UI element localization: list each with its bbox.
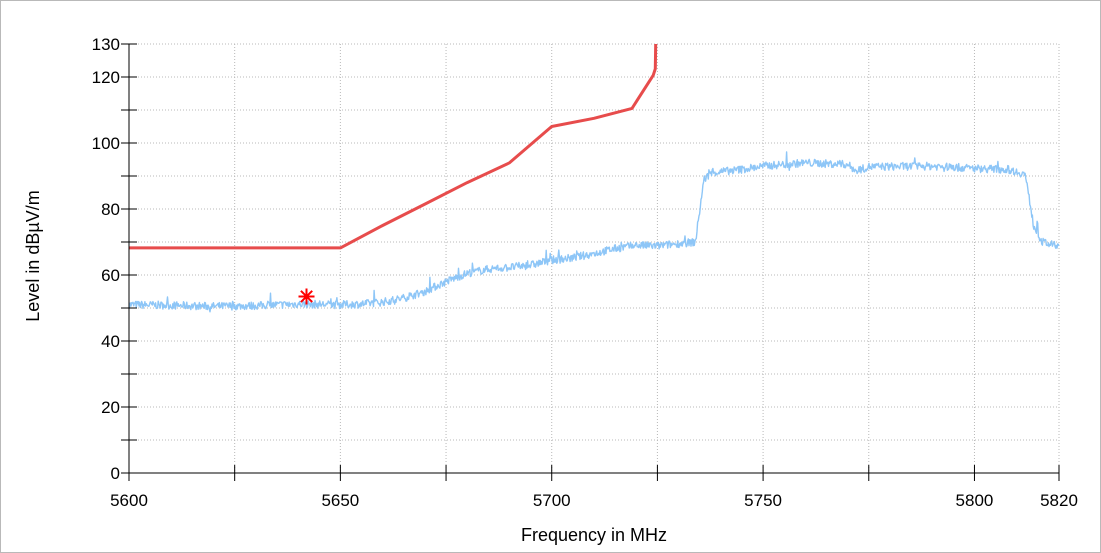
y-tick-label: 60 xyxy=(101,266,120,285)
tick-labels: 5600 5650 5700 5750 5800 5820 0 20 40 60 80 100 120 1… xyxy=(92,35,1078,510)
x-axis-label: Frequency in MHz xyxy=(521,525,667,545)
y-tick-label: 130 xyxy=(92,35,120,54)
grid xyxy=(129,43,1060,473)
peak-marker xyxy=(298,288,315,305)
marker-layer xyxy=(298,288,315,305)
x-tick-label: 5750 xyxy=(744,491,782,510)
series-measurement-trace xyxy=(128,151,1060,313)
y-tick-label: 40 xyxy=(101,332,120,351)
x-tick-label: 5820 xyxy=(1040,491,1078,510)
x-tick-label: 5700 xyxy=(533,491,571,510)
series-layer xyxy=(128,43,1060,313)
y-tick-label: 80 xyxy=(101,200,120,219)
series-limit-line xyxy=(129,43,658,250)
x-tick-label: 5800 xyxy=(956,491,994,510)
y-tick-label: 120 xyxy=(92,68,120,87)
x-tick-label: 5600 xyxy=(110,491,148,510)
peak-marker-stroke xyxy=(300,290,313,303)
axes xyxy=(121,43,1060,481)
y-tick-label: 100 xyxy=(92,134,120,153)
y-axis-label: Level in dBµV/m xyxy=(23,190,43,321)
x-tick-label: 5650 xyxy=(321,491,359,510)
y-tick-label: 0 xyxy=(111,464,120,483)
y-tick-label: 20 xyxy=(101,398,120,417)
